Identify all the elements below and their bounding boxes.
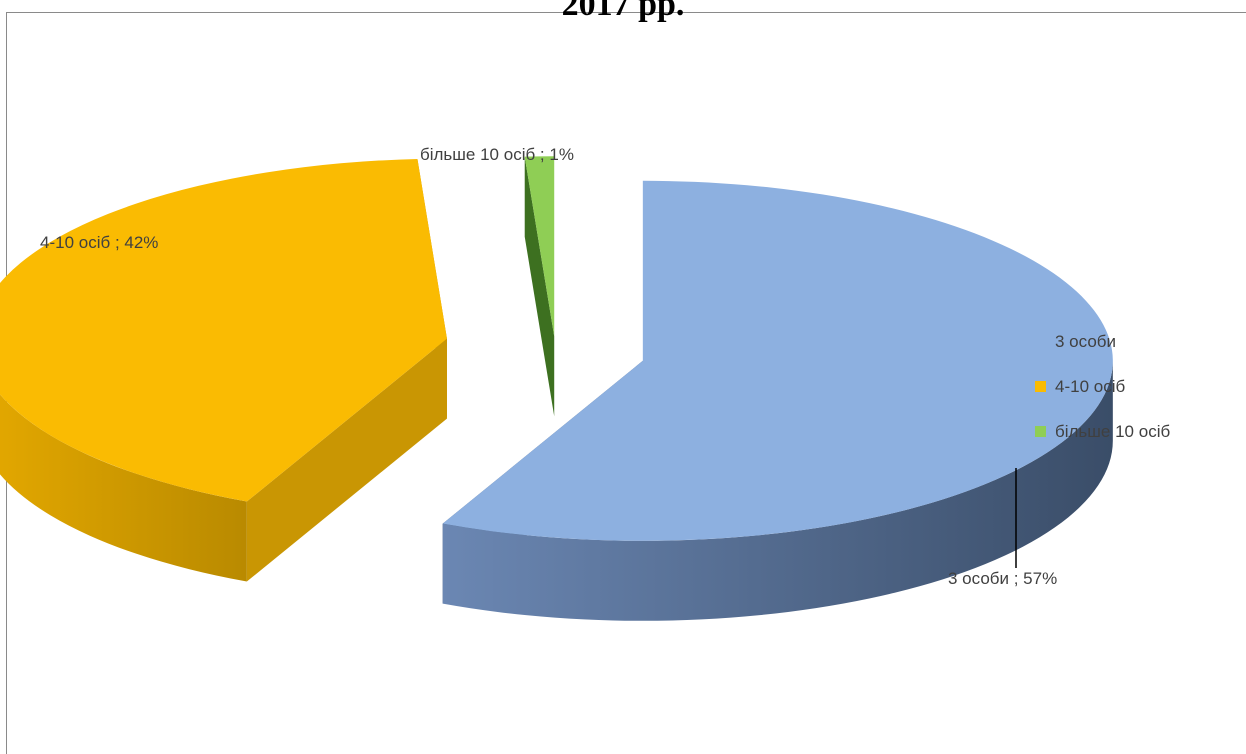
pie-slice-1 — [0, 159, 447, 582]
slice-side-1 — [0, 394, 247, 582]
chart-legend: 3 особи 4-10 осіб більше 10 осіб — [1035, 332, 1170, 441]
legend-swatch-2 — [1035, 426, 1046, 437]
slice-side-0 — [442, 360, 1113, 621]
data-label-1: 4-10 осіб ; 42% — [40, 233, 158, 252]
pie-slices — [0, 156, 1113, 621]
legend-swatch-0 — [1035, 336, 1046, 347]
chart-title: 2017 рр. — [561, 0, 685, 23]
data-label-2: більше 10 осіб ; 1% — [420, 145, 574, 164]
slice-wall-2-0 — [524, 156, 555, 417]
slice-top-1 — [0, 159, 447, 502]
slice-top-0 — [442, 180, 1113, 541]
pie-slice-2 — [524, 156, 555, 417]
data-labels: 3 особи ; 57% 4-10 осіб ; 42% більше 10 ос… — [40, 145, 1057, 588]
slice-wall-1-0 — [246, 338, 447, 582]
data-label-0: 3 особи ; 57% — [948, 569, 1057, 588]
pie-slice-0 — [442, 180, 1113, 621]
legend-label-0: 3 особи — [1055, 332, 1116, 351]
legend-label-2: більше 10 осіб — [1055, 422, 1170, 441]
legend-swatch-1 — [1035, 381, 1046, 392]
slice-top-2 — [524, 156, 555, 337]
legend-label-1: 4-10 осіб — [1055, 377, 1125, 396]
